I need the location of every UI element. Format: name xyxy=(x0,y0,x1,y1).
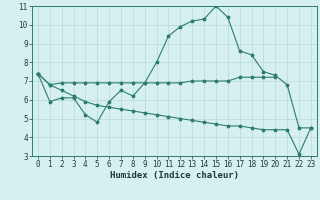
X-axis label: Humidex (Indice chaleur): Humidex (Indice chaleur) xyxy=(110,171,239,180)
